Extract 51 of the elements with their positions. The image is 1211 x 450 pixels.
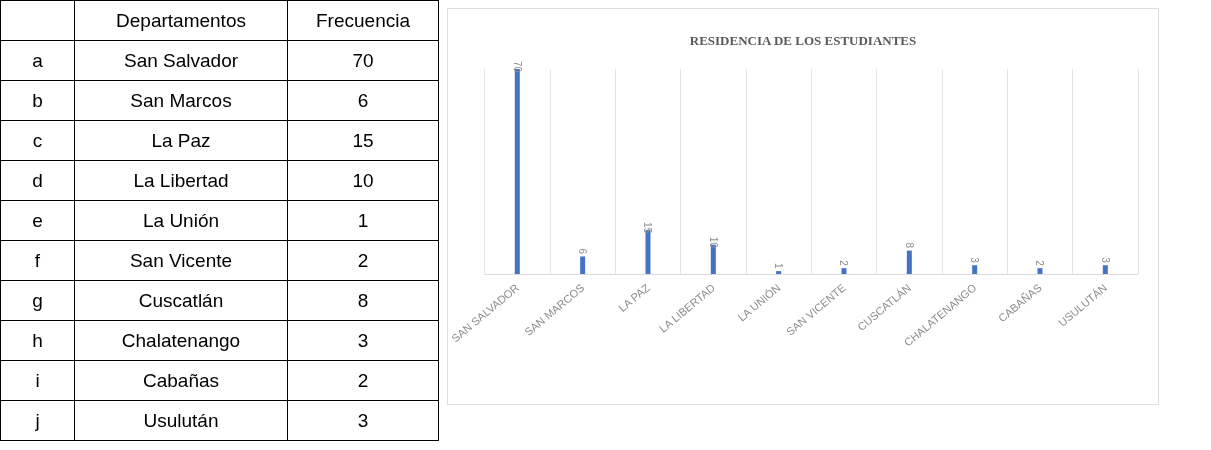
- data-label: 2: [838, 260, 850, 267]
- bar: [1102, 265, 1108, 274]
- bar: [841, 268, 847, 274]
- data-label: 3: [969, 257, 981, 264]
- text: b: [0, 80, 75, 121]
- data-label: 15: [642, 222, 654, 234]
- text: i: [0, 360, 75, 401]
- category-label: Cabañas: [74, 360, 288, 401]
- bar: [972, 265, 978, 274]
- category-label: La Paz: [74, 120, 288, 161]
- category-label: San Salvador: [74, 40, 288, 81]
- x-tick-label: LA PAZ: [616, 281, 653, 315]
- data-label: 1: [287, 200, 439, 241]
- data-label: 8: [287, 280, 439, 321]
- text: e: [0, 200, 75, 241]
- data-label: 70: [511, 61, 523, 73]
- category-label: Cuscatlán: [74, 280, 288, 321]
- category-label: San Vicente: [74, 240, 288, 281]
- data-label: 70: [287, 40, 439, 81]
- data-label: 2: [287, 360, 439, 401]
- bar: [776, 271, 782, 274]
- text: Departamentos: [74, 0, 288, 41]
- category-label: Usulután: [74, 400, 288, 441]
- data-label: 3: [287, 400, 439, 441]
- category-label: Chalatenango: [74, 320, 288, 361]
- data-label: 2: [1034, 260, 1046, 267]
- bar: [1037, 268, 1043, 274]
- text: d: [0, 160, 75, 201]
- category-label: San Marcos: [74, 80, 288, 121]
- text: h: [0, 320, 75, 361]
- text: c: [0, 120, 75, 161]
- data-label: 15: [287, 120, 439, 161]
- data-label: 1: [773, 263, 785, 270]
- category-label: La Libertad: [74, 160, 288, 201]
- text: g: [0, 280, 75, 321]
- data-label: 8: [903, 242, 915, 249]
- bar: [580, 256, 586, 274]
- text: Frecuencia: [287, 0, 439, 41]
- data-label: 6: [577, 248, 589, 255]
- category-label: La Unión: [74, 200, 288, 241]
- data-label: 3: [287, 320, 439, 361]
- text: a: [0, 40, 75, 81]
- data-label: 2: [287, 240, 439, 281]
- chart-title: RESIDENCIA DE LOS ESTUDIANTES: [689, 33, 917, 48]
- data-label: 10: [707, 236, 719, 249]
- text: f: [0, 240, 75, 281]
- data-label: 3: [1099, 257, 1111, 264]
- bar: [906, 250, 912, 274]
- data-label: 6: [287, 80, 439, 121]
- data-label: 10: [287, 160, 439, 201]
- text: j: [0, 400, 75, 441]
